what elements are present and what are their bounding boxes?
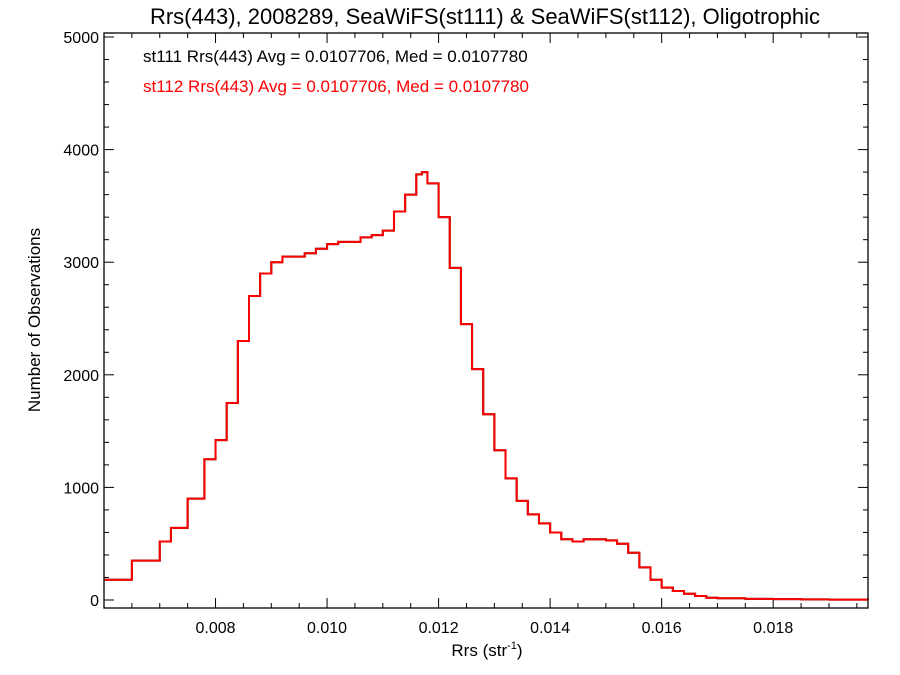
x-axis-label-superscript: -1 bbox=[507, 640, 517, 652]
y-tick-label: 3000 bbox=[63, 255, 99, 272]
x-tick-label: 0.016 bbox=[642, 620, 682, 637]
data-series bbox=[104, 171, 869, 601]
y-tick-label: 2000 bbox=[63, 368, 99, 385]
series-st112 bbox=[104, 171, 869, 601]
annotation-1: st111 Rrs(443) Avg = 0.0107706, Med = 0.… bbox=[143, 47, 528, 66]
annotations: st111 Rrs(443) Avg = 0.0107706, Med = 0.… bbox=[143, 47, 529, 96]
x-tick-label: 0.018 bbox=[753, 620, 793, 637]
x-axis-label-end: ) bbox=[517, 641, 523, 660]
x-axis-label: Rrs (str-1) bbox=[451, 640, 522, 660]
x-tick-label: 0.010 bbox=[307, 620, 347, 637]
x-axis-label-main: Rrs (str bbox=[451, 641, 507, 660]
x-tick-label: 0.012 bbox=[419, 620, 459, 637]
chart-title: Rrs(443), 2008289, SeaWiFS(st111) & SeaW… bbox=[150, 4, 820, 29]
x-tick-label: 0.008 bbox=[196, 620, 236, 637]
axis-ticks: 0.008 0.010 0.012 0.014 0.016 0.018 0 1000 2000 3… bbox=[63, 30, 868, 637]
y-tick-label: 1000 bbox=[63, 480, 99, 497]
annotation-2: st112 Rrs(443) Avg = 0.0107706, Med = 0.… bbox=[143, 77, 529, 96]
y-tick-label: 5000 bbox=[63, 30, 99, 47]
y-axis-label: Number of Observations bbox=[25, 228, 44, 412]
series-st111 bbox=[104, 171, 869, 601]
plot-frame bbox=[103, 32, 869, 609]
x-tick-label: 0.014 bbox=[530, 620, 570, 637]
y-tick-label: 4000 bbox=[63, 143, 99, 160]
y-tick-label: 0 bbox=[90, 593, 99, 610]
